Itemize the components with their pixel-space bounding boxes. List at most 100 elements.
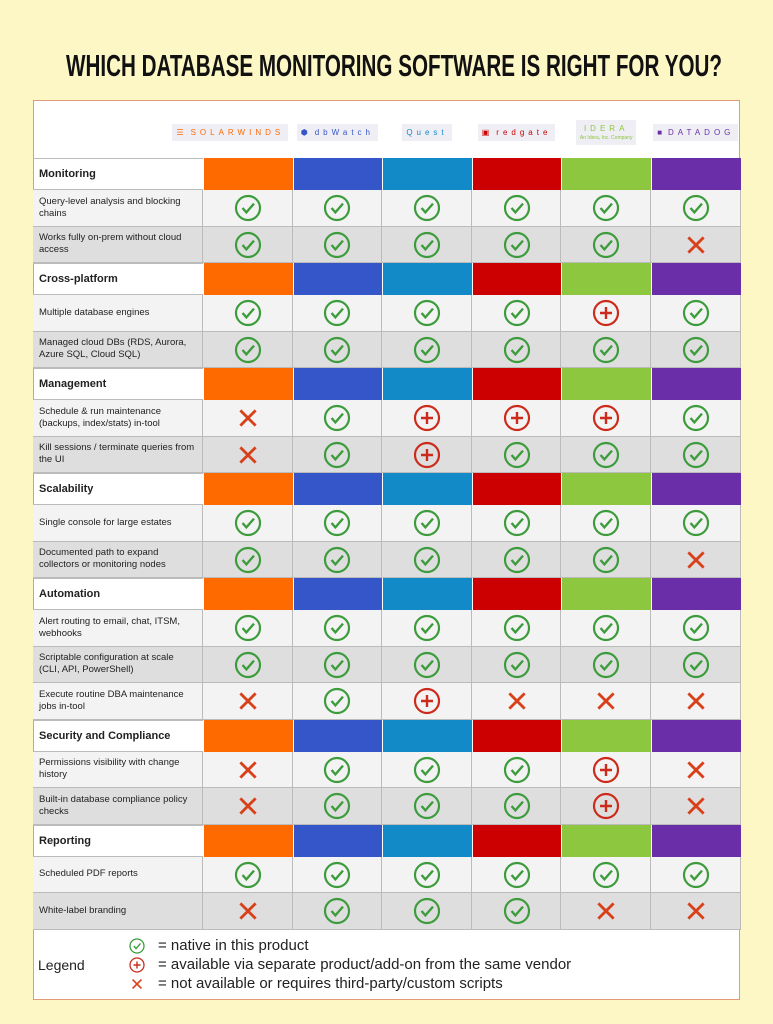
title: WHICH DATABASE MONITORING SOFTWARE IS RI…: [66, 48, 722, 83]
vendor-color-cell: [651, 158, 741, 190]
check-icon: [324, 336, 351, 363]
check-icon: [324, 756, 351, 783]
plus-icon: [593, 756, 620, 783]
vendor-color-cell: [471, 158, 562, 190]
check-icon: [593, 441, 620, 468]
vendor-color-cell: [471, 263, 562, 295]
check-icon: [324, 195, 351, 222]
check-icon: [324, 793, 351, 820]
vendor-color-cell: [561, 158, 651, 190]
vendor-color-cell: [651, 578, 741, 610]
check-icon: [324, 546, 351, 573]
vendor-color-cell: [203, 719, 293, 752]
check-icon: [324, 651, 351, 678]
x-icon: [597, 902, 615, 920]
row-label: Execute routine DBA maintenance jobs in-…: [33, 683, 203, 720]
plus-icon: [593, 793, 620, 820]
x-icon: [239, 761, 257, 779]
plus-icon: [129, 957, 145, 973]
vendor-color-cell: [203, 473, 293, 505]
vendor-color-cell: [561, 578, 651, 610]
row-label: Query-level analysis and blocking chains: [33, 190, 203, 227]
vendor-color-cell: [651, 263, 741, 295]
vendor-name: redgate: [496, 127, 552, 137]
check-icon: [413, 336, 441, 363]
vendor-logo: ⬢ dbWatch: [293, 112, 383, 152]
check-icon: [234, 651, 261, 678]
x-icon: [239, 692, 257, 710]
row-label: Schedule & run maintenance (backups, ind…: [33, 400, 203, 437]
plus-icon: [413, 688, 441, 715]
x-icon: [687, 761, 705, 779]
check-icon: [593, 231, 620, 258]
vendor-color-cell: [292, 719, 383, 752]
vendor-color-cell: [651, 473, 741, 505]
check-icon: [413, 898, 441, 925]
check-icon: [503, 336, 530, 363]
check-icon: [234, 336, 261, 363]
row-label: Works fully on-prem without cloud access: [33, 226, 203, 263]
check-icon: [324, 898, 351, 925]
check-icon: [234, 861, 261, 888]
check-icon: [413, 231, 441, 258]
check-icon: [234, 510, 261, 537]
check-icon: [413, 546, 441, 573]
vendor-color-cell: [561, 719, 651, 752]
x-icon: [597, 692, 615, 710]
vendor-color-cell: [203, 158, 293, 190]
vendor-color-cell: [651, 824, 741, 857]
vendor-color-cell: [471, 578, 562, 610]
check-icon: [413, 793, 441, 820]
vendor-name: DATADOG: [668, 127, 735, 137]
check-icon: [682, 615, 709, 642]
check-icon: [682, 336, 709, 363]
x-icon: [131, 978, 143, 990]
check-icon: [503, 195, 530, 222]
check-icon: [593, 651, 620, 678]
check-icon: [324, 300, 351, 327]
check-icon: [503, 651, 530, 678]
row-label: White-label branding: [33, 893, 203, 930]
row-label: Permissions visibility with change histo…: [33, 751, 203, 788]
vendor-tagline: An Idera, Inc. Company: [579, 134, 633, 141]
vendor-color-cell: [471, 368, 562, 400]
vendor-color-cell: [292, 368, 383, 400]
row-label: Scriptable configuration at scale (CLI, …: [33, 646, 203, 683]
vendor-color-cell: [203, 263, 293, 295]
legend-title: Legend: [38, 957, 85, 973]
check-icon: [324, 231, 351, 258]
check-icon: [324, 688, 351, 715]
row-label: Documented path to expand collectors or …: [33, 541, 203, 578]
vendor-color-cell: [292, 824, 383, 857]
check-icon: [503, 861, 530, 888]
legend-text: = native in this product: [158, 937, 309, 954]
vendor-color-cell: [382, 158, 472, 190]
section-label: Monitoring: [33, 158, 203, 190]
vendor-color-cell: [382, 473, 472, 505]
check-icon: [324, 405, 351, 432]
vendor-color-cell: [471, 719, 562, 752]
x-icon: [239, 902, 257, 920]
legend-text: = not available or requires third-party/…: [158, 975, 503, 992]
row-label: Single console for large estates: [33, 505, 203, 542]
check-icon: [682, 300, 709, 327]
vendor-color-cell: [203, 578, 293, 610]
legend-text: = available via separate product/add-on …: [158, 956, 572, 973]
plus-icon: [593, 405, 620, 432]
check-icon: [234, 546, 261, 573]
vendor-color-cell: [471, 473, 562, 505]
check-icon: [682, 651, 709, 678]
x-icon: [687, 692, 705, 710]
title-area: WHICH DATABASE MONITORING SOFTWARE IS RI…: [66, 48, 722, 83]
row-label: Managed cloud DBs (RDS, Aurora, Azure SQ…: [33, 331, 203, 368]
vendor-color-cell: [382, 578, 472, 610]
vendor-color-cell: [382, 368, 472, 400]
vendor-color-cell: [203, 368, 293, 400]
cell: [203, 856, 293, 893]
check-icon: [503, 441, 530, 468]
check-icon: [503, 615, 530, 642]
check-icon: [593, 861, 620, 888]
x-icon: [687, 797, 705, 815]
section-label: Security and Compliance: [33, 719, 203, 752]
check-icon: [324, 615, 351, 642]
